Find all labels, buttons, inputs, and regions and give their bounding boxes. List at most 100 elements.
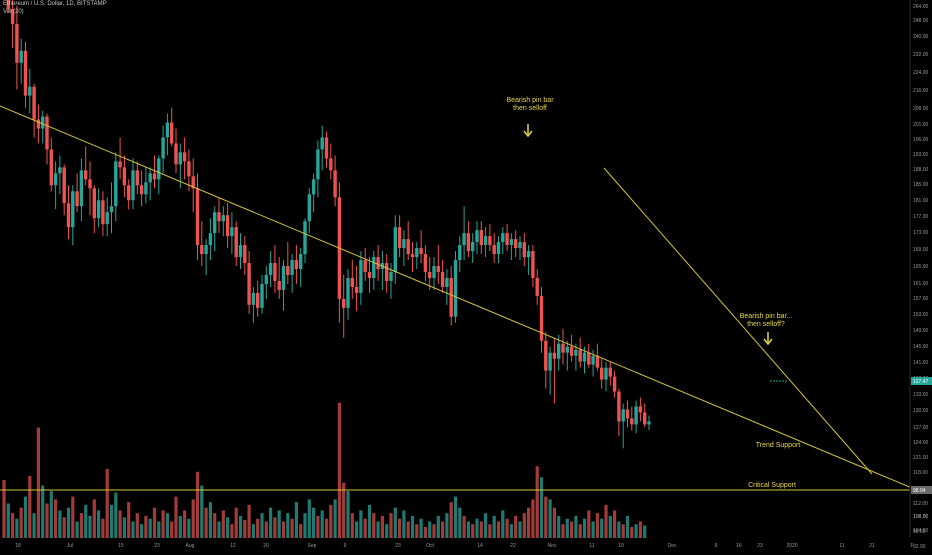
volume-bar xyxy=(66,507,71,538)
volume-bar xyxy=(307,499,311,538)
candle xyxy=(612,370,617,398)
volume-bar xyxy=(41,485,45,538)
time-tick: 18 xyxy=(15,543,21,549)
volume-bar xyxy=(496,521,501,538)
time-tick: 2020 xyxy=(786,543,797,549)
volume-bar xyxy=(303,513,307,538)
candle xyxy=(23,41,28,108)
volume-bar xyxy=(243,520,247,538)
candle xyxy=(539,286,544,353)
volume-label: Vol (20) xyxy=(3,9,24,15)
candle-body xyxy=(514,239,518,249)
time-axis[interactable]: 18 Jul 15 23 Aug 12 20 Sep 9 23 Oct 14 22 Nov 11 19 Dec 9… xyxy=(0,538,914,550)
candle-body xyxy=(178,152,182,165)
candle-body xyxy=(208,233,213,246)
candle xyxy=(514,230,518,258)
candle xyxy=(45,113,49,165)
volume-bar xyxy=(608,515,612,538)
candle xyxy=(191,158,195,213)
candle xyxy=(617,388,621,437)
volume-bar xyxy=(131,521,135,538)
annotations: Bearish pin bar then selloff Bearish pin b… xyxy=(506,97,800,489)
candle-body xyxy=(475,230,479,243)
candle-body xyxy=(557,343,561,359)
candle-body xyxy=(49,149,53,186)
candle xyxy=(475,221,479,255)
price-tick: 141.00 xyxy=(913,360,929,366)
candle-body xyxy=(582,352,587,362)
volume-bar xyxy=(200,485,204,538)
volume-bar xyxy=(501,510,505,538)
candle xyxy=(518,236,522,261)
price-tick: 127.00 xyxy=(913,425,929,431)
candle xyxy=(320,125,324,171)
volume-bar xyxy=(630,526,634,538)
candle-body xyxy=(84,170,88,180)
price-axis[interactable]: 264.00 248.00 240.00 232.00 224.00 216.00 208.… xyxy=(909,0,932,550)
candle-body xyxy=(479,230,483,246)
candle-body xyxy=(174,143,178,165)
candle-body xyxy=(324,137,329,159)
candle xyxy=(256,280,260,317)
candle xyxy=(303,218,307,264)
candle-body xyxy=(600,367,604,380)
time-tick: 20 xyxy=(263,543,269,549)
volume-bar xyxy=(299,524,303,538)
candle xyxy=(389,263,393,299)
candle-body xyxy=(621,409,625,422)
volume-bar xyxy=(84,504,88,538)
candle xyxy=(329,143,333,180)
candle-body xyxy=(247,263,251,305)
volume-bar xyxy=(471,524,475,538)
volume-bar xyxy=(217,521,221,538)
candle-body xyxy=(311,179,316,195)
volume-bar xyxy=(617,521,621,538)
candle xyxy=(419,230,423,264)
candle-body xyxy=(290,260,294,275)
candle xyxy=(53,161,58,210)
candle xyxy=(96,188,101,228)
candle-body xyxy=(127,185,131,201)
candle-body xyxy=(346,277,350,308)
volume-bar xyxy=(462,515,466,538)
candle-body xyxy=(526,251,531,258)
price-tick: 232.00 xyxy=(913,52,929,58)
candle-body xyxy=(458,245,462,261)
price-tick: 149.00 xyxy=(913,328,929,334)
volume-bar xyxy=(432,524,436,538)
candle-body xyxy=(36,119,41,129)
critical-level-label: 98.94 xyxy=(913,488,926,494)
candle xyxy=(243,236,247,275)
volume-bar xyxy=(544,496,548,538)
candle-body xyxy=(393,227,397,272)
volume-bar xyxy=(514,515,518,538)
volume-bar xyxy=(75,521,79,538)
critical-level-badge xyxy=(911,486,932,494)
volume-bar xyxy=(148,518,152,538)
candle-body xyxy=(505,233,509,246)
candle xyxy=(217,197,221,234)
candle-body xyxy=(53,173,58,186)
candle xyxy=(393,215,397,284)
candle-body xyxy=(157,158,161,180)
volume-bar xyxy=(140,524,144,538)
volume-bar xyxy=(277,510,281,538)
volume-bar xyxy=(122,517,126,538)
candle-body xyxy=(101,200,105,225)
candle xyxy=(170,107,174,147)
candle-body xyxy=(363,260,367,272)
price-tick: 100.00 xyxy=(913,514,929,520)
candle-body xyxy=(647,421,651,425)
candle-body xyxy=(15,23,19,63)
candle xyxy=(127,179,131,210)
candle-body xyxy=(578,349,582,362)
volume-bar xyxy=(118,510,122,538)
volume-bar xyxy=(71,496,75,538)
candle-body xyxy=(114,161,118,207)
time-tick: 15 xyxy=(118,543,124,549)
volume-bar xyxy=(312,507,316,538)
candle xyxy=(436,245,440,284)
candle-body xyxy=(118,161,122,168)
